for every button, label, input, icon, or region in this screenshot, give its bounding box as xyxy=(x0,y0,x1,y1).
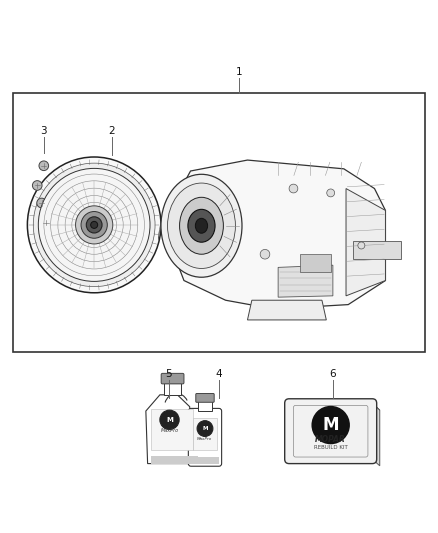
Text: MaxPro: MaxPro xyxy=(160,428,179,433)
Bar xyxy=(193,418,217,450)
Polygon shape xyxy=(289,403,380,410)
Circle shape xyxy=(41,218,51,228)
Circle shape xyxy=(327,189,335,197)
Bar xyxy=(164,383,181,395)
Circle shape xyxy=(358,242,365,249)
FancyBboxPatch shape xyxy=(161,374,184,384)
Text: M: M xyxy=(166,417,173,423)
Circle shape xyxy=(312,407,349,443)
Circle shape xyxy=(197,421,213,437)
Ellipse shape xyxy=(195,219,208,233)
Polygon shape xyxy=(278,265,333,297)
Text: 6: 6 xyxy=(329,369,336,379)
Ellipse shape xyxy=(91,221,98,229)
Text: 2: 2 xyxy=(108,126,115,136)
Polygon shape xyxy=(173,160,385,309)
Circle shape xyxy=(37,198,46,208)
Text: 3: 3 xyxy=(40,126,47,136)
Ellipse shape xyxy=(161,174,242,277)
Polygon shape xyxy=(146,395,194,464)
Ellipse shape xyxy=(188,209,215,242)
Ellipse shape xyxy=(167,183,236,269)
Circle shape xyxy=(289,184,298,193)
Text: 1: 1 xyxy=(235,67,242,77)
Polygon shape xyxy=(346,189,385,296)
Circle shape xyxy=(160,410,179,430)
Bar xyxy=(13,93,425,352)
Bar xyxy=(198,401,212,411)
Polygon shape xyxy=(300,254,331,272)
Text: REBUILD KIT: REBUILD KIT xyxy=(314,446,348,450)
Text: M: M xyxy=(322,416,339,434)
Polygon shape xyxy=(353,241,401,259)
Circle shape xyxy=(39,161,49,171)
Ellipse shape xyxy=(27,157,161,293)
FancyBboxPatch shape xyxy=(285,399,377,464)
Bar xyxy=(191,457,219,464)
Bar xyxy=(151,409,193,450)
Polygon shape xyxy=(372,403,380,466)
Ellipse shape xyxy=(81,212,107,238)
Polygon shape xyxy=(247,300,326,320)
FancyBboxPatch shape xyxy=(188,408,222,466)
Polygon shape xyxy=(158,223,161,240)
Text: 4: 4 xyxy=(215,369,223,379)
Text: 5: 5 xyxy=(165,369,172,379)
Text: M: M xyxy=(202,426,208,431)
Circle shape xyxy=(260,249,270,259)
Ellipse shape xyxy=(86,217,102,233)
Text: MOPAR: MOPAR xyxy=(315,435,346,444)
Bar xyxy=(151,456,198,464)
Ellipse shape xyxy=(39,168,150,281)
Ellipse shape xyxy=(180,197,223,254)
Text: MaxPro: MaxPro xyxy=(198,437,212,441)
Ellipse shape xyxy=(76,206,113,244)
Ellipse shape xyxy=(33,163,155,287)
FancyBboxPatch shape xyxy=(196,393,214,402)
Circle shape xyxy=(32,181,42,190)
